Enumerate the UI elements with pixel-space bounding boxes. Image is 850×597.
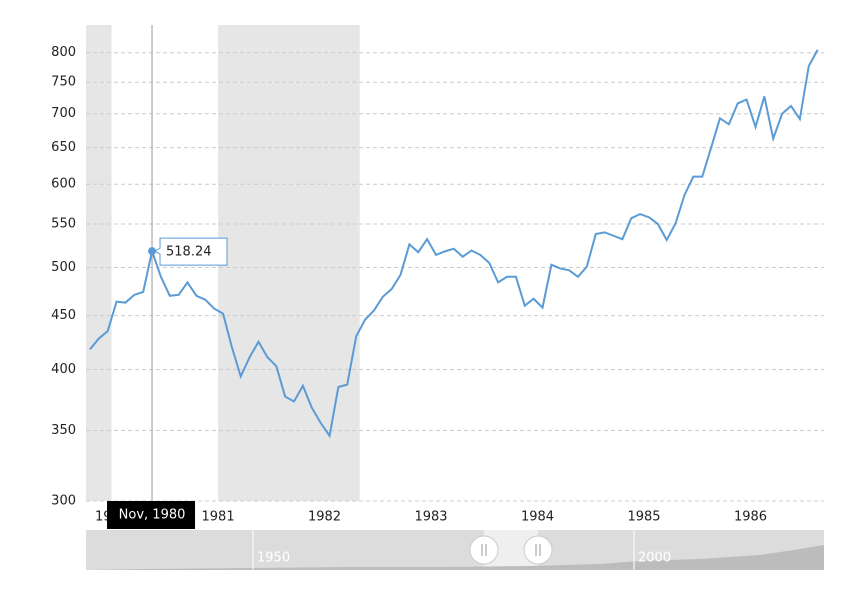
plot [89, 49, 819, 439]
x-tick-label: 1986 [734, 510, 767, 525]
navigator-label: 2000 [638, 551, 671, 566]
recession-bands [86, 25, 360, 501]
y-tick-label: 450 [51, 308, 76, 323]
y-tick-label: 400 [51, 362, 76, 377]
y-tick-label: 750 [51, 75, 76, 90]
navigator-handle[interactable] [469, 535, 499, 565]
y-tick-label: 650 [51, 140, 76, 155]
navigator-label: 1950 [257, 551, 290, 566]
tooltip-box [154, 237, 228, 266]
hover-point [148, 247, 157, 256]
x-tick-label: 1981 [202, 510, 235, 525]
x-tick-label: 1985 [627, 510, 660, 525]
recession-band [218, 25, 360, 501]
y-tick-label: 550 [51, 216, 76, 231]
tooltip-value: 518.24 [166, 245, 212, 260]
tooltip-date: Nov, 1980 [119, 508, 186, 523]
x-tick-label: 1982 [308, 510, 341, 525]
navigator-handle[interactable] [523, 535, 553, 565]
navigator-area [86, 545, 824, 570]
overlay: 518.24 Nov, 1980 [107, 25, 228, 529]
y-tick-label: 700 [51, 106, 76, 121]
y-tick-label: 300 [51, 494, 76, 509]
line-series [89, 49, 819, 439]
x-tick-label: 1984 [521, 510, 554, 525]
y-tick-label: 500 [51, 260, 76, 275]
recession-band [86, 25, 112, 501]
y-tick-label: 800 [51, 45, 76, 60]
y-tick-label: 350 [51, 423, 76, 438]
grid: 3003504004505005506006507007508001980198… [51, 45, 824, 525]
tooltip-date-box [107, 501, 196, 529]
x-tick-label: 1983 [414, 510, 447, 525]
navigator[interactable]: 1950 2000 [86, 530, 824, 570]
y-tick-label: 600 [51, 177, 76, 192]
